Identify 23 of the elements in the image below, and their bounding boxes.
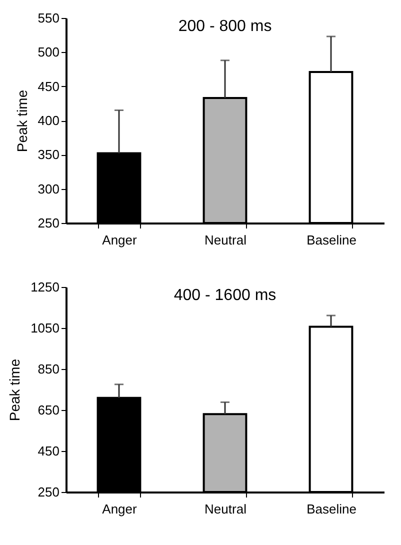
y-tick-label: 350 [38,147,60,162]
x-tick-label: Neutral [204,232,247,248]
y-axis-title: Peak time [14,90,30,152]
y-tick-label: 450 [38,78,60,94]
x-tick-label: Baseline [306,232,356,248]
y-tick-label: 450 [38,444,60,458]
y-tick-label: 500 [38,44,60,60]
y-tick-label: 550 [38,10,60,26]
y-tick-label: 650 [38,402,60,418]
chart-title: 400 - 1600 ms [174,287,276,304]
y-tick-label: 850 [38,362,60,376]
y-tick-label: 1050 [30,320,60,336]
y-tick-label: 400 [38,113,60,128]
y-tick-label: 250 [38,484,60,500]
x-tick-label: Anger [102,232,138,248]
y-axis-title: Peak time [6,358,23,422]
x-tick-label: Neutral [204,502,247,516]
y-tick-label: 250 [38,216,60,230]
y-tick-label: 300 [38,181,60,196]
y-tick-label: 1250 [30,280,60,294]
x-tick-label: Baseline [306,502,356,516]
x-tick-label: Anger [102,502,138,516]
chart-title: 200 - 800 ms [178,18,272,35]
